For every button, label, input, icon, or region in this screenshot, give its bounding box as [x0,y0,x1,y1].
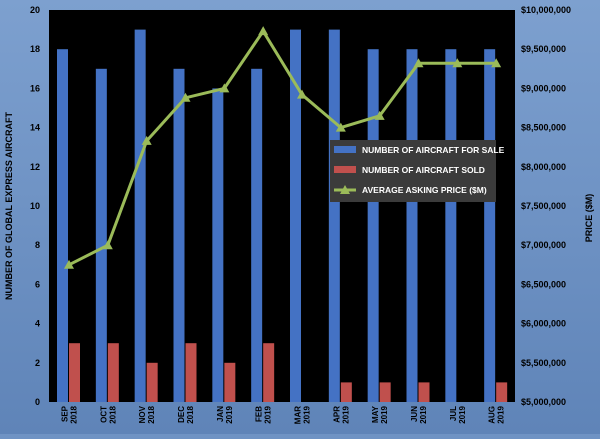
y2-tick-label: $8,000,000 [521,162,566,172]
bar-sold [69,343,80,402]
price-point [374,110,385,120]
legend: NUMBER OF AIRCRAFT FOR SALE NUMBER OF AIR… [330,140,505,202]
y-tick-label: 12 [30,162,40,172]
bar-for-sale [367,49,379,402]
legend-swatch [334,166,356,173]
price-point [258,26,269,36]
bar-for-sale [445,49,457,402]
legend-swatch [334,146,356,153]
bar-sold [185,343,197,402]
y2-tick-label: $7,000,000 [521,240,566,250]
x-tick-label: OCT2018 [99,405,117,423]
y-tick-label: 16 [30,83,40,93]
y2-tick-label: $5,500,000 [521,358,566,368]
x-tick-label: JUN2019 [410,405,428,423]
price-point [297,89,307,99]
price-point [491,58,502,68]
y2-tick-label: $9,500,000 [521,44,566,54]
bar-for-sale [212,88,224,403]
bar-for-sale [251,68,263,403]
price-point [219,83,230,93]
price-point [102,240,113,250]
y2-tick-label: $6,000,000 [521,319,566,329]
y-tick-label: 8 [35,240,40,250]
bar-for-sale [95,68,107,403]
bar-sold [496,382,508,402]
x-tick-label: JAN2019 [216,405,234,423]
legend-label: NUMBER OF AIRCRAFT SOLD [362,165,485,175]
bar-for-sale [290,29,301,402]
x-tick-label: MAY2019 [371,405,389,423]
y-tick-label: 0 [35,397,40,407]
bar-for-sale [484,49,496,402]
bars-for-sale [57,29,496,403]
price-point [64,259,74,269]
y2-axis-label: PRICE ($M) [584,194,594,243]
y2-tick-label: $5,000,000 [521,397,566,407]
bar-for-sale [173,68,185,403]
legend-label: AVERAGE ASKING PRICE ($M) [362,185,487,195]
y-tick-label: 2 [35,358,40,368]
bar-sold [224,362,236,402]
legend-box [330,140,496,202]
left-axis-ticks: 0 2 4 6 8 10 12 14 16 18 20 [30,5,40,407]
bar-for-sale [328,29,340,402]
x-tick-label: JUL2019 [449,405,467,423]
bar-sold [379,382,391,402]
y-tick-label: 6 [35,279,40,289]
y2-tick-label: $8,500,000 [521,123,566,133]
plot-area [49,10,515,402]
y2-tick-label: $7,500,000 [521,201,566,211]
y2-tick-label: $10,000,000 [521,5,571,15]
y-tick-label: 14 [30,123,40,133]
x-tick-label: AUG2019 [488,405,506,423]
price-series-line [68,29,497,267]
y-tick-label: 20 [30,5,40,15]
legend-marker [340,185,350,194]
bar-sold [418,382,430,402]
x-tick-label: NOV2018 [138,405,156,423]
y2-tick-label: $9,000,000 [521,83,566,93]
bar-sold [107,343,119,402]
x-axis-ticks: SEP2018 OCT2018 NOV2018 DEC2018 JAN2019 FEB20… [60,405,505,424]
y-tick-label: 4 [35,319,40,329]
y-tick-label: 10 [30,201,40,211]
price-point [180,92,191,102]
price-point [413,58,424,68]
price-point [452,58,463,68]
x-tick-label: DEC2018 [177,405,195,423]
bars-sold [69,343,508,402]
bar-for-sale [406,49,418,402]
bar-for-sale [57,49,68,402]
legend-label: NUMBER OF AIRCRAFT FOR SALE [362,145,505,155]
price-point [335,122,346,132]
price-point [141,135,152,145]
y2-tick-label: $6,500,000 [521,279,566,289]
x-tick-label: FEB2019 [255,405,273,423]
right-axis-ticks: $5,000,000 $5,500,000 $6,000,000 $6,500,000… [521,5,571,407]
y-tick-label: 18 [30,44,40,54]
bar-sold [263,343,275,402]
price-line [64,26,502,269]
bar-for-sale [134,29,146,402]
bar-sold [146,362,158,402]
x-tick-label: APR2019 [332,405,350,423]
x-tick-label: SEP2018 [60,405,78,423]
x-tick-label: MAR2019 [293,405,311,424]
y-axis-label: NUMBER OF GLOBAL EXPRESS AIRCRAFT [4,111,14,300]
bar-sold [340,382,352,402]
